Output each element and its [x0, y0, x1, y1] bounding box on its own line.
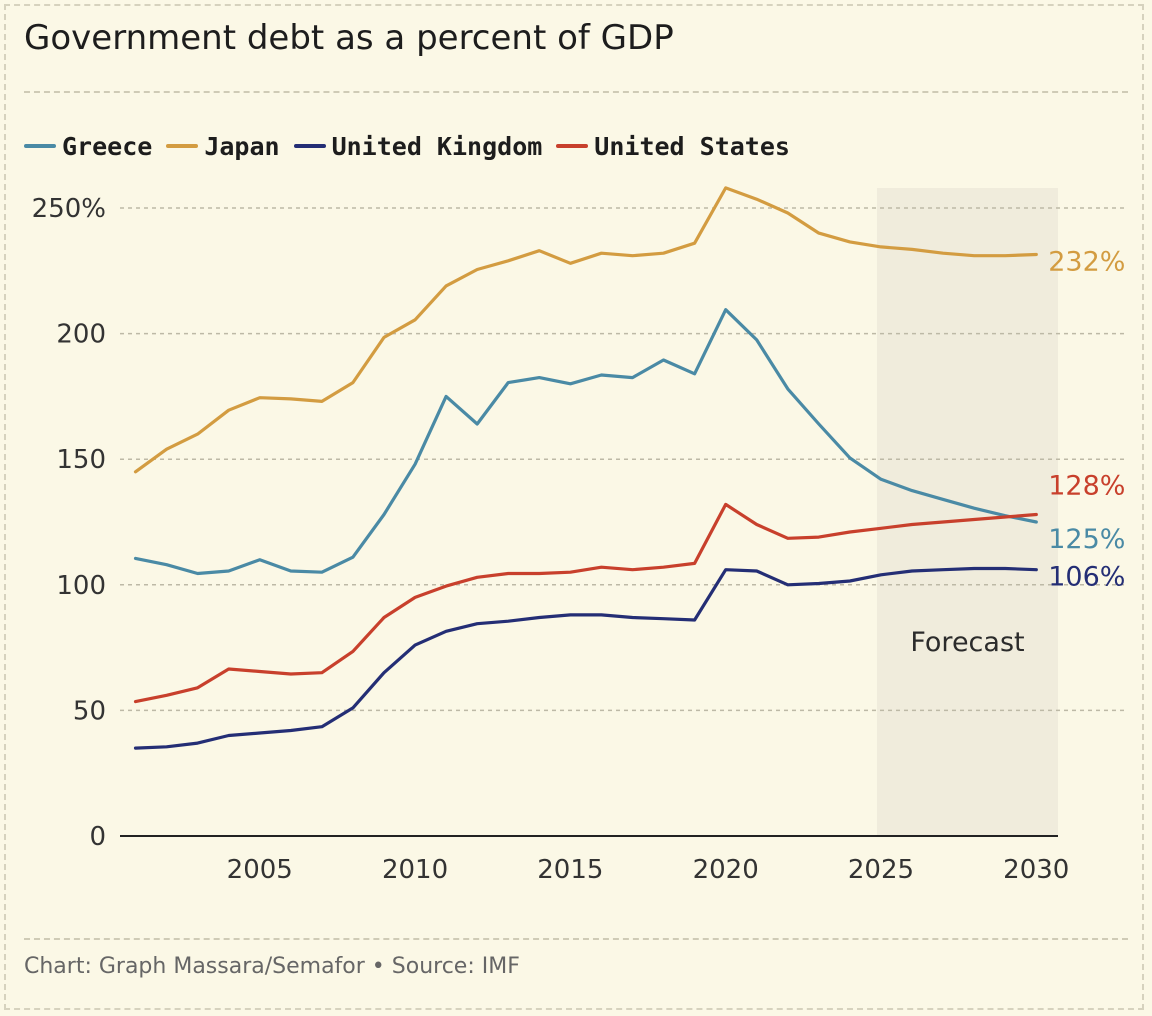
footer-divider: [24, 938, 1128, 940]
legend-item-united-kingdom: United Kingdom: [293, 131, 543, 161]
legend-swatch-united-kingdom: [293, 144, 326, 148]
y-tick-label-0: 0: [89, 822, 106, 852]
chart-frame: [4, 4, 1144, 1010]
end-label-united-states: 128%: [1048, 470, 1125, 501]
y-tick-label-100: 100: [56, 571, 106, 601]
legend-item-greece: Greece: [24, 132, 152, 161]
y-tick-label-250: 250%: [32, 194, 106, 224]
gridlines: [120, 207, 1128, 712]
forecast-label: Forecast: [910, 627, 1024, 658]
title-divider: [24, 91, 1128, 93]
legend-swatch-japan: [166, 144, 199, 148]
legend: Greece Japan United Kingdom United State…: [24, 126, 790, 166]
chart-credit: Chart: Graph Massara/Semafor • Source: I…: [24, 954, 520, 979]
series-line-japan: [133, 186, 1038, 474]
legend-label-japan: Japan: [204, 131, 280, 161]
end-label-greece: 125%: [1048, 524, 1125, 555]
x-tick-label-2025: 2025: [848, 855, 914, 885]
x-tick-label-2010: 2010: [382, 855, 448, 885]
series-line-united-states: [133, 502, 1038, 704]
x-tick-label-2015: 2015: [537, 855, 603, 885]
legend-label-greece: Greece: [62, 131, 153, 161]
x-tick-label-2020: 2020: [693, 855, 759, 885]
legend-label-united-kingdom: United Kingdom: [331, 131, 543, 161]
y-tick-label-200: 200: [56, 320, 106, 350]
y-tick-label-50: 50: [73, 696, 106, 726]
legend-swatch-greece: [24, 144, 56, 148]
legend-label-united-states: United States: [594, 131, 790, 161]
end-labels: 125% 232% 106% 128%: [1048, 246, 1125, 592]
x-axis-ticks: 2005 2010 2015 2020 2025 2030: [227, 855, 1070, 885]
end-label-japan: 232%: [1048, 246, 1125, 277]
x-tick-label-2030: 2030: [1003, 855, 1069, 885]
y-axis-ticks: 0 50 100 150 200 250%: [32, 194, 106, 852]
forecast-band: [876, 188, 1058, 836]
legend-swatch-united-states: [556, 144, 589, 148]
legend-item-japan: Japan: [166, 131, 280, 161]
legend-item-united-states: United States: [556, 132, 790, 161]
series-lines: [133, 186, 1038, 750]
series-line-greece: [133, 308, 1038, 576]
y-tick-label-150: 150: [56, 445, 106, 475]
chart-title: Government debt as a percent of GDP: [24, 18, 674, 58]
series-line-united-kingdom: [133, 566, 1038, 750]
x-tick-label-2005: 2005: [227, 855, 293, 885]
end-label-united-kingdom: 106%: [1048, 562, 1125, 593]
